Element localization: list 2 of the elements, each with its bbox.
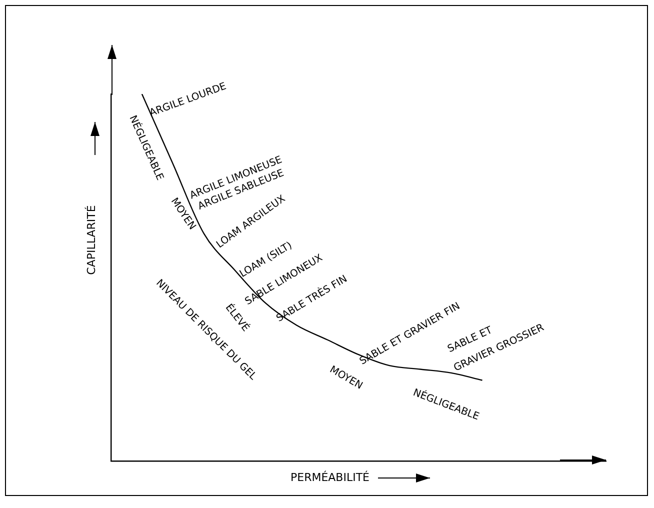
y-axis-title: CAPILLARITÉ <box>84 205 98 275</box>
x-axis-title: PERMÉABILITÉ <box>290 470 370 484</box>
